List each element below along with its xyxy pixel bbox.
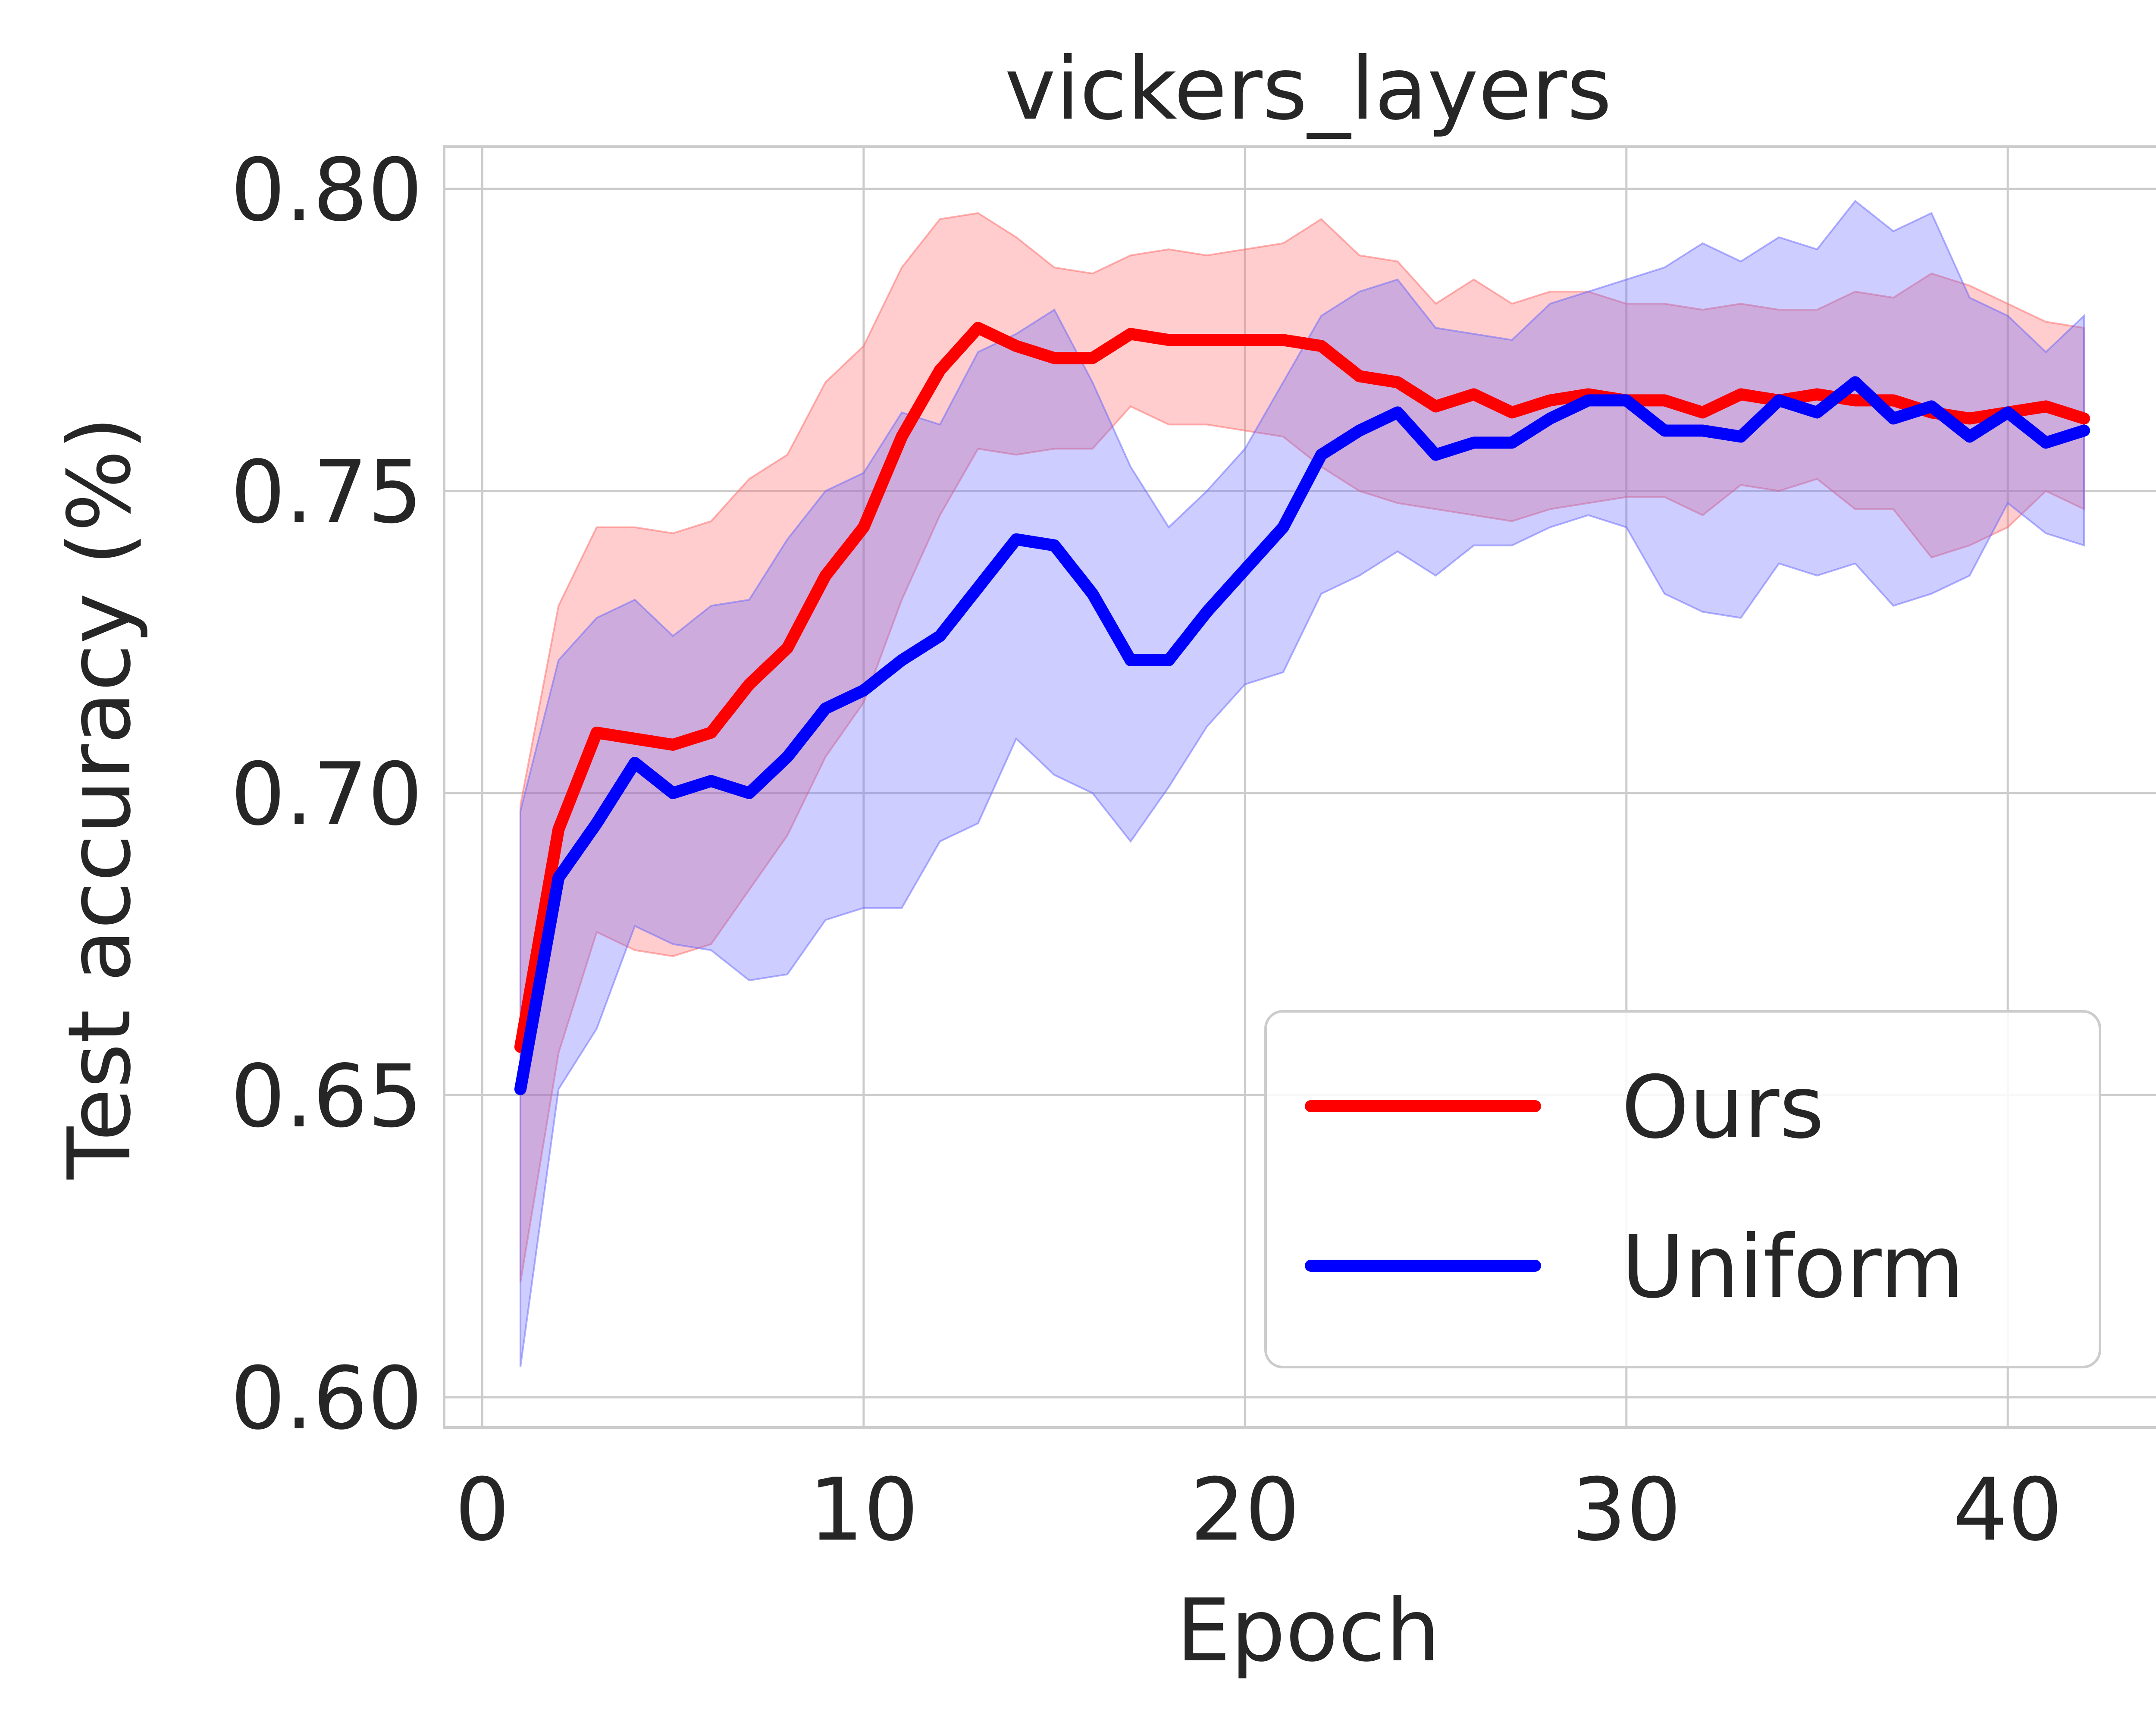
confidence-bands	[519, 200, 2085, 1368]
y-tick-label: 0.60	[231, 1349, 423, 1449]
x-tick-label: 40	[1953, 1460, 2063, 1560]
y-tick-label: 0.75	[231, 442, 423, 543]
legend: Ours Uniform	[1264, 1010, 2101, 1368]
x-tick-label: 10	[809, 1460, 919, 1560]
y-tick-label: 0.80	[231, 140, 423, 241]
y-axis-label: Test accuracy (%)	[50, 416, 150, 1179]
band-uniform	[519, 200, 2085, 1368]
x-tick-label: 0	[455, 1460, 510, 1560]
legend-label-ours: Ours	[1621, 1057, 1824, 1158]
x-axis-ticks: 0 10 20 30 40	[455, 1460, 2063, 1560]
legend-label-uniform: Uniform	[1621, 1217, 1964, 1317]
y-tick-label: 0.70	[231, 744, 423, 845]
x-axis-label: Epoch	[1176, 1581, 1440, 1681]
x-tick-label: 20	[1190, 1460, 1300, 1560]
series-line-uniform	[514, 376, 2090, 1095]
chart-title: vickers_layers	[1005, 39, 1612, 139]
y-axis-ticks: 0.60 0.65 0.70 0.75 0.80	[231, 140, 423, 1449]
x-tick-label: 30	[1572, 1460, 1682, 1560]
y-tick-label: 0.65	[231, 1046, 423, 1147]
series-lines	[514, 322, 2090, 1095]
plot-frame	[443, 145, 2156, 1429]
series-line-ours	[514, 322, 2090, 1053]
